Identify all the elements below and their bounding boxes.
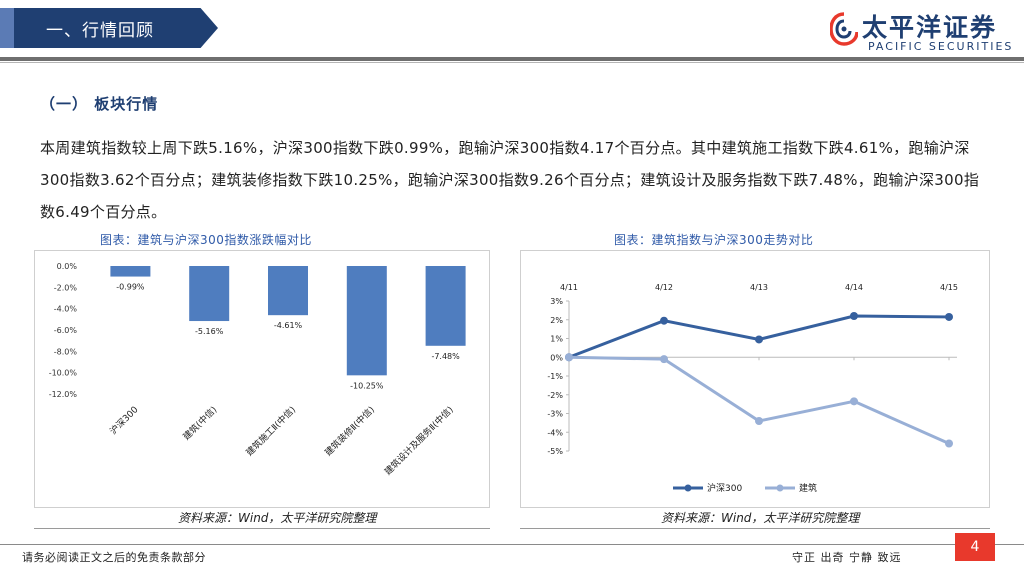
brand-name-cn: 太平洋证券	[862, 13, 998, 42]
header-banner	[0, 8, 218, 48]
series-point	[755, 335, 763, 344]
series-point	[565, 353, 573, 362]
y-tick-label: -1%	[547, 372, 563, 381]
bar	[346, 266, 387, 376]
x-tick-label: 4/11	[560, 283, 578, 292]
y-tick-label: 0%	[550, 353, 563, 362]
pacific-securities-logo-icon	[830, 12, 858, 46]
y-tick-label: -6.0%	[54, 326, 78, 335]
x-category-label: 建筑装修Ⅱ(中信)	[322, 404, 377, 459]
x-category-label: 沪深300	[107, 403, 141, 437]
legend-swatch-point	[684, 484, 692, 492]
right-source-divider	[520, 528, 990, 529]
x-tick-label: 4/15	[940, 283, 958, 292]
y-tick-label: -12.0%	[49, 390, 78, 399]
y-tick-label: 3%	[550, 297, 563, 306]
bar-value-label: -0.99%	[116, 283, 145, 292]
legend-swatch-point	[776, 484, 784, 492]
legend-label: 沪深300	[707, 482, 742, 494]
y-tick-label: -4%	[547, 428, 563, 437]
header-banner-stripe	[0, 8, 14, 48]
series-point	[945, 312, 953, 321]
bar-value-label: -5.16%	[195, 327, 224, 336]
y-tick-label: -8.0%	[54, 347, 78, 356]
line-chart: 3% 2% 1% 0% -1% -2% -3% -4% -5% 4/11 4/12 4/13 4/14 4…	[547, 283, 958, 494]
right-chart-title: 图表：建筑指数与沪深300走势对比	[614, 233, 814, 247]
x-category-label: 建筑设计及服务Ⅱ(中信)	[382, 404, 456, 478]
x-category-label: 建筑(中信)	[180, 404, 219, 443]
x-tick-label: 4/14	[845, 283, 863, 292]
left-source-divider	[34, 528, 490, 529]
bar	[268, 266, 308, 316]
subsection-heading: （一） 板块行情	[40, 95, 159, 113]
bar-value-label: -7.48%	[431, 352, 460, 361]
y-tick-label: -3%	[547, 410, 563, 419]
summary-paragraph: 本周建筑指数较上周下跌5.16%，沪深300指数下跌0.99%，跑输沪深300指…	[40, 139, 980, 221]
bar	[110, 266, 151, 277]
y-tick-label: -5%	[547, 447, 563, 456]
series-line	[568, 355, 950, 445]
x-tick-label: 4/12	[655, 283, 673, 292]
y-tick-label: -2%	[547, 391, 563, 400]
left-chart-title: 图表：建筑与沪深300指数涨跌幅对比	[100, 233, 312, 247]
header-divider	[0, 57, 1024, 61]
y-tick-label: 1%	[550, 335, 563, 344]
y-tick-label: -2.0%	[54, 283, 78, 292]
series-point	[945, 439, 953, 448]
bar	[189, 266, 230, 322]
y-tick-label: -10.0%	[49, 369, 78, 378]
series-point	[660, 316, 668, 325]
bar-value-label: -10.25%	[350, 381, 384, 390]
x-category-label: 建筑施工Ⅱ(中信)	[243, 404, 298, 459]
series-point	[755, 417, 763, 425]
header-divider-thin	[0, 62, 1024, 63]
right-chart-source: 资料来源：Wind，太平洋研究院整理	[661, 511, 860, 525]
footer-disclaimer: 请务必阅读正文之后的免责条款部分	[22, 551, 206, 564]
y-tick-label: 2%	[550, 316, 563, 325]
right-chart-frame: 3% 2% 1% 0% -1% -2% -3% -4% -5% 4/11 4/12 4/13 4/14 4…	[520, 250, 990, 508]
series-point	[660, 355, 668, 364]
y-tick-label: 0.0%	[57, 262, 78, 271]
bar-chart: 0.0% -2.0% -4.0% -6.0% -8.0% -10.0% -12.0% -0.9…	[49, 262, 466, 478]
footer-motto: 守正 出奇 宁静 致远	[792, 551, 902, 564]
page-number: 4	[955, 533, 995, 561]
series-point	[850, 397, 858, 406]
left-chart-source: 资料来源：Wind，太平洋研究院整理	[178, 511, 377, 525]
x-tick-label: 4/13	[750, 283, 768, 292]
bar-value-label: -4.61%	[274, 321, 303, 330]
left-chart-frame: 0.0% -2.0% -4.0% -6.0% -8.0% -10.0% -12.0% -0.9…	[34, 250, 490, 508]
y-tick-label: -4.0%	[54, 305, 78, 314]
bar	[425, 266, 466, 346]
legend-label: 建筑	[799, 482, 817, 494]
section-title: 一、行情回顾	[46, 21, 154, 41]
brand-name-en: PACIFIC SECURITIES	[868, 40, 1014, 53]
series-point	[850, 312, 858, 320]
footer-divider	[0, 544, 1024, 545]
